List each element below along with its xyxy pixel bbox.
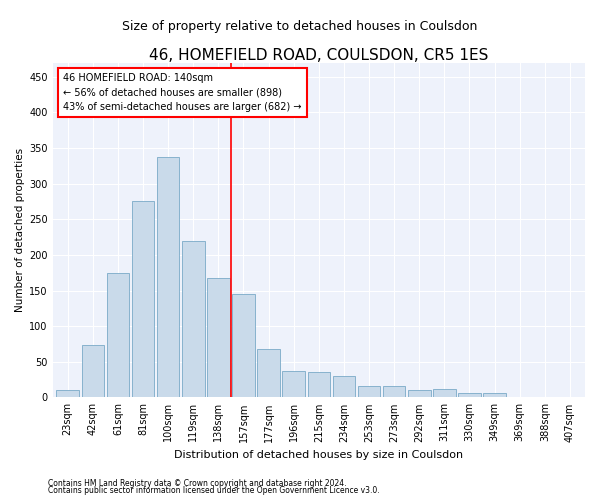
Bar (383, 386, 406, 398)
Bar (332, 376, 355, 398)
Bar (408, 390, 431, 398)
Bar (308, 372, 330, 398)
Title: 46, HOMEFIELD ROAD, COULSDON, CR5 1ES: 46, HOMEFIELD ROAD, COULSDON, CR5 1ES (149, 48, 488, 62)
X-axis label: Distribution of detached houses by size in Coulsdon: Distribution of detached houses by size … (174, 450, 463, 460)
Text: Contains HM Land Registry data © Crown copyright and database right 2024.: Contains HM Land Registry data © Crown c… (48, 478, 347, 488)
Bar (207, 278, 230, 398)
Bar (257, 349, 280, 398)
Bar (232, 294, 255, 398)
Bar (157, 156, 179, 398)
Text: 46 HOMEFIELD ROAD: 140sqm
← 56% of detached houses are smaller (898)
43% of semi: 46 HOMEFIELD ROAD: 140sqm ← 56% of detac… (63, 72, 302, 112)
Bar (458, 393, 481, 398)
Bar (283, 371, 305, 398)
Y-axis label: Number of detached properties: Number of detached properties (15, 148, 25, 312)
Bar (484, 393, 506, 398)
Bar (56, 390, 79, 398)
Bar (132, 202, 154, 398)
Bar (508, 396, 531, 398)
Bar (82, 346, 104, 398)
Text: Size of property relative to detached houses in Coulsdon: Size of property relative to detached ho… (122, 20, 478, 33)
Bar (107, 272, 129, 398)
Bar (182, 240, 205, 398)
Text: Contains public sector information licensed under the Open Government Licence v3: Contains public sector information licen… (48, 486, 380, 495)
Bar (358, 386, 380, 398)
Bar (433, 389, 455, 398)
